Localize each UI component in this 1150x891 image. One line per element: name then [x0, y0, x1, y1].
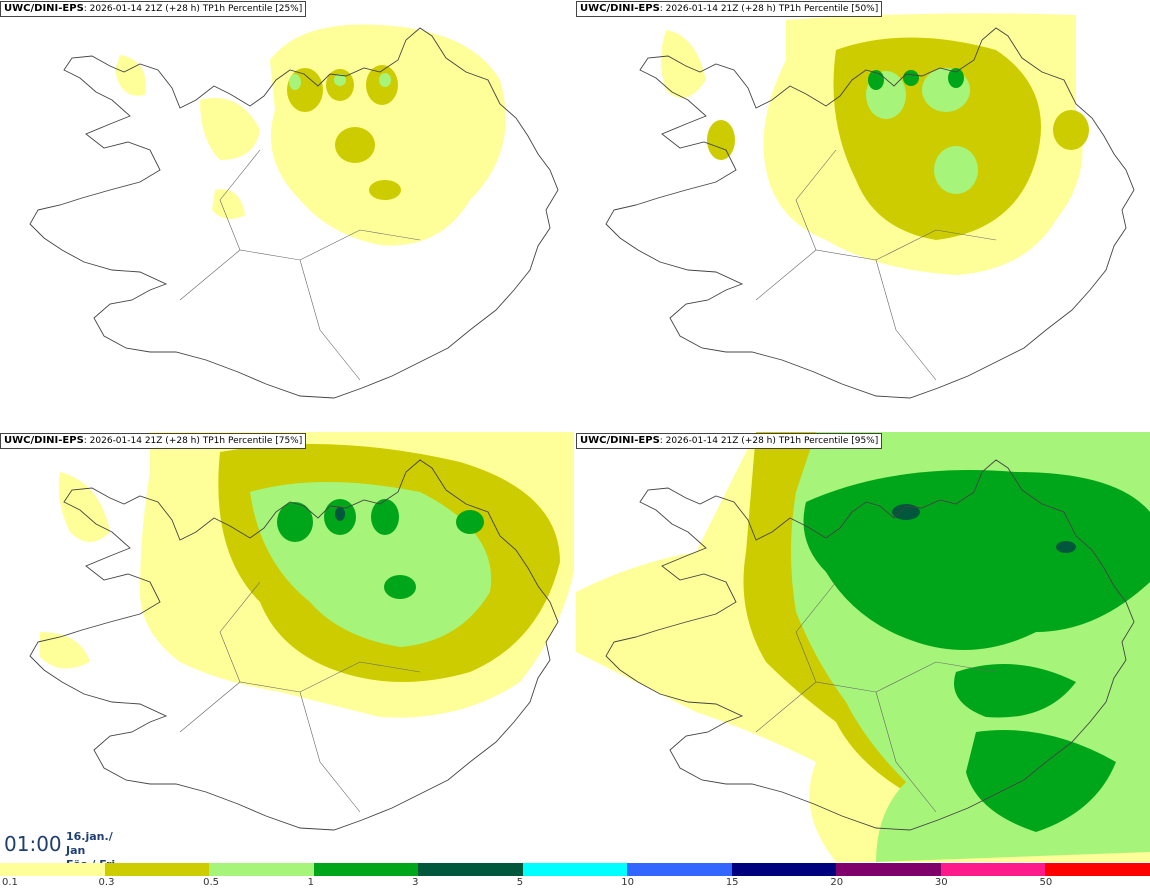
- legend-swatch: [940, 863, 1046, 876]
- panel-title: UWC/DINI-EPS: 2026-01-14 21Z (+28 h) TP1…: [0, 433, 307, 449]
- precip-map-p95: [576, 432, 1150, 862]
- precip-map-p25: [29, 24, 559, 399]
- precip-map-p75: [29, 432, 574, 831]
- panel-title: UWC/DINI-EPS: 2026-01-14 21Z (+28 h) TP1…: [576, 433, 883, 449]
- panel-title: UWC/DINI-EPS: 2026-01-14 21Z (+28 h) TP1…: [0, 1, 307, 17]
- valid-time: 01:00: [4, 832, 62, 856]
- map-panel-p50: UWC/DINI-EPS: 2026-01-14 21Z (+28 h) TP1…: [576, 0, 1150, 430]
- legend-tick-label: 10: [621, 877, 634, 888]
- valid-date-line1: 16.jan./ Jan: [66, 830, 113, 857]
- legend-swatch: [522, 863, 628, 876]
- legend-swatch: [0, 863, 105, 876]
- map-panel-p25: UWC/DINI-EPS: 2026-01-14 21Z (+28 h) TP1…: [0, 0, 574, 430]
- legend-colorbar: [0, 863, 1150, 876]
- legend-tick-label: 30: [934, 877, 948, 888]
- legend-ticks: 0.1 0.3 0.5 1 3 5 10 15 20 30 50: [0, 876, 1150, 891]
- map-panel-p75: UWC/DINI-EPS: 2026-01-14 21Z (+28 h) TP1…: [0, 432, 574, 862]
- legend-tick-label: 0.5: [203, 877, 219, 888]
- legend-swatch: [313, 863, 419, 876]
- legend-swatch: [731, 863, 837, 876]
- legend-tick-label: 3: [412, 877, 419, 888]
- legend-tick-label: 15: [725, 877, 739, 888]
- legend-swatch: [836, 863, 941, 876]
- map-panel-p95: UWC/DINI-EPS: 2026-01-14 21Z (+28 h) TP1…: [576, 432, 1150, 862]
- legend-swatch: [1045, 863, 1150, 876]
- legend-swatch: [209, 863, 314, 876]
- legend-tick-label: 20: [830, 877, 844, 888]
- legend-swatch: [418, 863, 523, 876]
- precip-map-p50: [605, 13, 1135, 399]
- legend-tick-label: 0.1: [2, 877, 18, 888]
- legend-tick-label: 1: [307, 877, 314, 888]
- legend-tick-label: 50: [1039, 877, 1053, 888]
- panel-title: UWC/DINI-EPS: 2026-01-14 21Z (+28 h) TP1…: [576, 1, 883, 17]
- legend-swatch: [627, 863, 732, 876]
- legend-tick-label: 5: [516, 877, 524, 888]
- valid-time-box: 01:00 16.jan./ Jan Fös./ Fri: [0, 826, 134, 871]
- legend-tick-label: 0.3: [98, 877, 115, 888]
- legend-swatch: [104, 863, 210, 876]
